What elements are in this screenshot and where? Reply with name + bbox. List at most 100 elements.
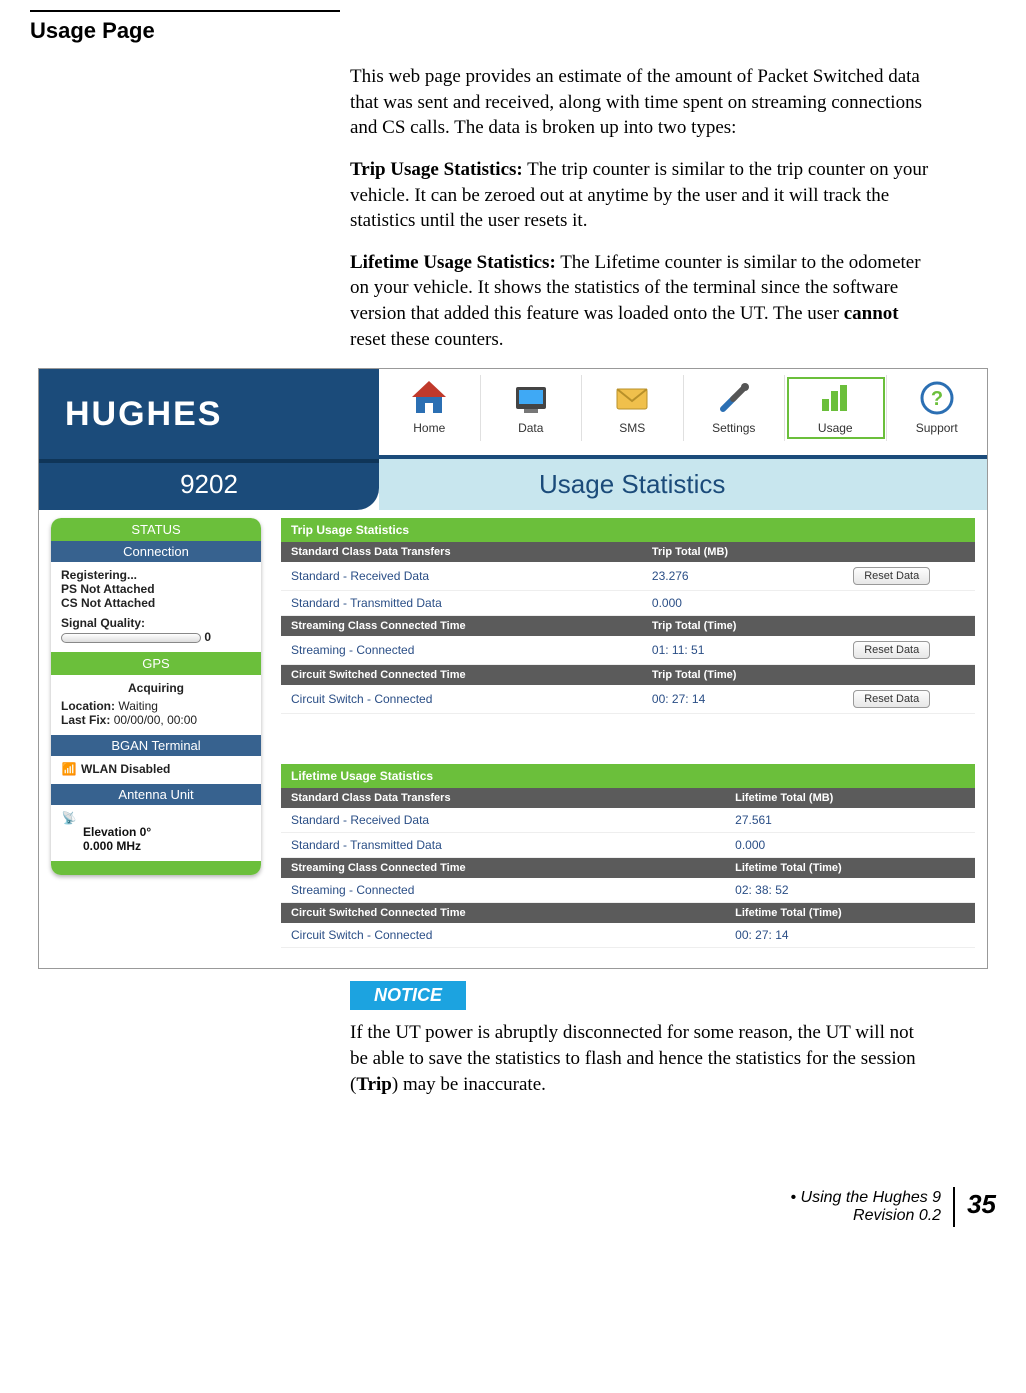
wlan-label: WLAN Disabled xyxy=(81,762,170,776)
home-icon xyxy=(408,379,450,417)
svg-text:?: ? xyxy=(931,388,943,410)
lifetime-paragraph: Lifetime Usage Statistics: The Lifetime … xyxy=(350,250,936,353)
nav-home[interactable]: Home xyxy=(379,375,481,441)
life-text-b: reset these counters. xyxy=(350,329,504,350)
notice-text-b: ) may be inaccurate. xyxy=(392,1074,546,1095)
life-group-header: Lifetime Usage Statistics xyxy=(281,764,975,788)
nav-data-label: Data xyxy=(518,421,543,435)
antenna-icon: 📡 xyxy=(61,811,77,825)
connection-block: Registering... PS Not Attached CS Not At… xyxy=(51,562,261,652)
life-r4-label: Circuit Switch - Connected xyxy=(281,923,725,948)
gps-status: Acquiring xyxy=(61,681,251,695)
main-content: Trip Usage Statistics Standard Class Dat… xyxy=(281,518,975,948)
life-h1b: Lifetime Total (MB) xyxy=(725,788,975,808)
connection-header: Connection xyxy=(51,541,261,562)
nav-sms-label: SMS xyxy=(619,421,645,435)
sms-icon xyxy=(611,379,653,417)
nav-sms[interactable]: SMS xyxy=(582,375,684,441)
nav-support[interactable]: ? Support xyxy=(887,375,988,441)
trip-h3a: Circuit Switched Connected Time xyxy=(281,665,642,686)
bgan-block: 📶 WLAN Disabled xyxy=(51,756,261,784)
life-r3-label: Streaming - Connected xyxy=(281,878,725,903)
life-h3b: Lifetime Total (Time) xyxy=(725,903,975,924)
life-r4-value: 00: 27: 14 xyxy=(725,923,975,948)
trip-paragraph: Trip Usage Statistics: The trip counter … xyxy=(350,157,936,234)
trip-r4-value: 00: 27: 14 xyxy=(642,685,809,714)
trip-label: Trip Usage Statistics: xyxy=(350,159,523,180)
trip-r1-value: 23.276 xyxy=(642,562,809,591)
elevation-label: Elevation 0° xyxy=(83,825,251,839)
reset-data-button-3[interactable]: Reset Data xyxy=(853,690,930,708)
freq-label: 0.000 MHz xyxy=(83,839,251,853)
footer-product: • Using the Hughes 9 xyxy=(791,1189,942,1207)
notice-bold: Trip xyxy=(356,1074,392,1095)
trip-r4-label: Circuit Switch - Connected xyxy=(281,685,642,714)
intro-paragraph: This web page provides an estimate of th… xyxy=(350,64,936,141)
trip-h3b: Trip Total (Time) xyxy=(642,665,809,686)
logo: HUGHES xyxy=(39,369,379,459)
bgan-header: BGAN Terminal xyxy=(51,735,261,756)
model-label: 9202 xyxy=(39,459,379,510)
notice-badge: NOTICE xyxy=(350,981,466,1010)
life-r1-value: 27.561 xyxy=(725,808,975,833)
nav-settings-label: Settings xyxy=(712,421,755,435)
life-h2a: Streaming Class Connected Time xyxy=(281,858,725,879)
life-r1-label: Standard - Received Data xyxy=(281,808,725,833)
settings-icon xyxy=(713,379,755,417)
trip-r3-value: 01: 11: 51 xyxy=(642,636,809,665)
trip-group-header: Trip Usage Statistics xyxy=(281,518,975,542)
trip-h2b: Trip Total (Time) xyxy=(642,616,809,637)
fix-value: 00/00/00, 00:00 xyxy=(114,713,197,727)
footer-revision: Revision 0.2 xyxy=(791,1207,942,1225)
life-cannot: cannot xyxy=(844,303,899,324)
page-footer: • Using the Hughes 9 Revision 0.2 35 xyxy=(30,1187,996,1227)
sidebar-footer xyxy=(51,861,261,875)
signal-label: Signal Quality: xyxy=(61,616,145,630)
wlan-icon: 📶 xyxy=(61,762,77,776)
antenna-block: 📡 Elevation 0° 0.000 MHz xyxy=(51,805,261,861)
fix-label: Last Fix: xyxy=(61,713,110,727)
trip-r2-value: 0.000 xyxy=(642,591,809,616)
trip-r1-label: Standard - Received Data xyxy=(281,562,642,591)
life-r2-label: Standard - Transmitted Data xyxy=(281,833,725,858)
conn-line-1: Registering... xyxy=(61,568,251,582)
trip-r3-label: Streaming - Connected xyxy=(281,636,642,665)
trip-h2a: Streaming Class Connected Time xyxy=(281,616,642,637)
reset-data-button-2[interactable]: Reset Data xyxy=(853,641,930,659)
footer-page-number: 35 xyxy=(955,1187,996,1227)
usage-icon xyxy=(814,379,856,417)
nav-home-label: Home xyxy=(413,421,445,435)
section-title: Usage Page xyxy=(30,10,340,44)
life-h3a: Circuit Switched Connected Time xyxy=(281,903,725,924)
status-header: STATUS xyxy=(51,518,261,541)
life-label: Lifetime Usage Statistics: xyxy=(350,252,556,273)
support-icon: ? xyxy=(916,379,958,417)
nav-usage-label: Usage xyxy=(818,421,853,435)
trip-h1a: Standard Class Data Transfers xyxy=(281,542,642,562)
conn-line-3: CS Not Attached xyxy=(61,596,251,610)
status-sidebar: STATUS Connection Registering... PS Not … xyxy=(51,518,261,875)
gps-block: Acquiring Location: Waiting Last Fix: 00… xyxy=(51,675,261,735)
life-h2b: Lifetime Total (Time) xyxy=(725,858,975,879)
subheader: 9202 Usage Statistics xyxy=(39,459,987,510)
nav-usage[interactable]: Usage xyxy=(785,375,887,441)
gps-header: GPS xyxy=(51,652,261,675)
antenna-header: Antenna Unit xyxy=(51,784,261,805)
top-nav: Home Data SMS Settings Usage xyxy=(379,369,987,459)
trip-table: Trip Usage Statistics Standard Class Dat… xyxy=(281,518,975,714)
data-icon xyxy=(510,379,552,417)
conn-line-2: PS Not Attached xyxy=(61,582,251,596)
trip-h1b: Trip Total (MB) xyxy=(642,542,809,562)
nav-settings[interactable]: Settings xyxy=(684,375,786,441)
page-title: Usage Statistics xyxy=(379,459,987,510)
loc-label: Location: xyxy=(61,699,115,713)
reset-data-button-1[interactable]: Reset Data xyxy=(853,567,930,585)
life-r2-value: 0.000 xyxy=(725,833,975,858)
life-h1a: Standard Class Data Transfers xyxy=(281,788,725,808)
nav-support-label: Support xyxy=(916,421,958,435)
loc-value: Waiting xyxy=(118,699,158,713)
signal-value: 0 xyxy=(204,630,211,644)
app-header: HUGHES Home Data SMS Settings xyxy=(39,369,987,459)
nav-data[interactable]: Data xyxy=(481,375,583,441)
life-r3-value: 02: 38: 52 xyxy=(725,878,975,903)
